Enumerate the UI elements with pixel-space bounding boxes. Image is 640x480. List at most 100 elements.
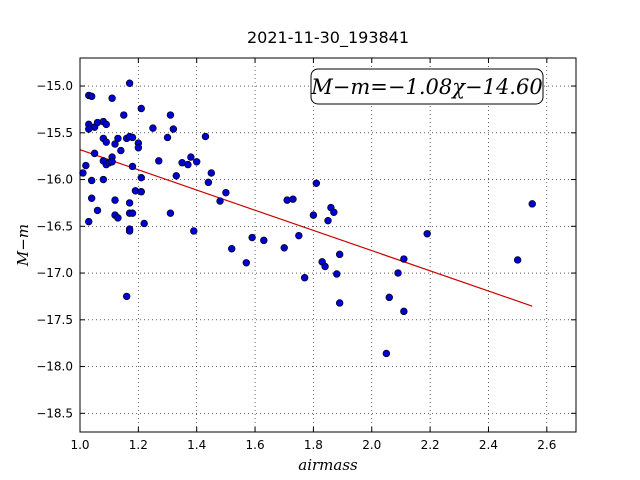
y-tick-label: −18.5 (36, 406, 73, 420)
data-point (87, 176, 96, 185)
plot-area (80, 58, 576, 432)
data-point (128, 209, 137, 217)
y-axis-label: M−m (14, 224, 32, 267)
data-point (140, 219, 148, 228)
data-point (330, 208, 338, 216)
annotation-box (310, 68, 544, 105)
data-point (117, 146, 125, 155)
data-point (184, 160, 192, 169)
data-point (172, 172, 180, 180)
data-point (335, 250, 344, 259)
data-point (385, 293, 393, 302)
data-point (324, 216, 332, 225)
data-point (528, 200, 536, 208)
chart-title: 2021-11-30_193841 (247, 28, 409, 48)
data-point (335, 299, 344, 307)
data-point (295, 231, 303, 240)
data-point (87, 92, 96, 101)
data-point (128, 133, 137, 142)
data-point (166, 111, 175, 119)
x-tick-label: 1.8 (304, 438, 323, 452)
plot-frame (79, 57, 577, 433)
data-point (207, 169, 215, 177)
y-tick-label: −16.0 (36, 173, 73, 187)
data-point (82, 161, 90, 170)
x-tick-label: 2.0 (362, 438, 381, 452)
x-tick-label: 2.2 (421, 438, 440, 452)
y-tick-label: −17.5 (36, 313, 73, 327)
y-tick-label: −15.5 (36, 126, 73, 140)
y-ticks: −15.0 −15.5 −16.0 −16.5 −17.0 −17.5 −18.0 −18.5 (36, 79, 576, 420)
data-point (155, 157, 163, 165)
annotation-text: M−m=−1.08χ−14.60 (310, 75, 542, 99)
x-axis-label: airmass (298, 456, 358, 474)
data-point (222, 188, 230, 197)
fit-layer (79, 149, 533, 307)
data-point (149, 124, 157, 132)
y-tick-label: −16.5 (36, 219, 73, 233)
data-point (134, 144, 143, 152)
data-point (187, 153, 195, 161)
fit-annotation: M−m=−1.08χ−14.60 (310, 68, 544, 105)
data-point (280, 244, 288, 252)
x-tick-label: 2.4 (479, 438, 498, 452)
data-point (382, 349, 391, 358)
data-point (90, 149, 99, 158)
data-point (114, 214, 122, 222)
data-point (242, 259, 251, 267)
data-point (128, 162, 137, 171)
data-point (111, 196, 119, 204)
data-point (87, 194, 96, 202)
data-point (85, 125, 93, 133)
fit-line (79, 149, 533, 307)
data-point (79, 169, 87, 177)
data-point (309, 211, 318, 219)
data-points (79, 79, 536, 358)
y-tick-label: −15.0 (36, 79, 73, 93)
data-point (166, 209, 175, 217)
data-point (216, 197, 224, 205)
data-point (114, 134, 122, 143)
data-point (125, 79, 134, 87)
data-point (400, 255, 408, 263)
data-point (169, 125, 178, 133)
x-tick-label: 1.0 (70, 438, 89, 452)
data-point (85, 217, 93, 226)
data-point (513, 256, 522, 264)
data-point (108, 158, 116, 166)
data-point (394, 269, 402, 277)
data-point (312, 179, 321, 187)
data-point (201, 132, 210, 141)
data-point (400, 307, 408, 316)
y-tick-label: −18.0 (36, 360, 73, 374)
data-point (163, 133, 172, 142)
data-point (137, 173, 145, 182)
data-point (99, 175, 108, 184)
data-point (102, 120, 110, 129)
data-point (423, 230, 431, 238)
data-point (122, 292, 131, 301)
x-tick-label: 2.6 (537, 438, 556, 452)
x-tick-label: 1.6 (246, 438, 265, 452)
x-tick-label: 1.4 (187, 438, 206, 452)
data-point (137, 188, 145, 196)
data-point (93, 206, 102, 215)
data-point (248, 233, 256, 242)
data-point (125, 227, 134, 235)
data-point (289, 195, 297, 203)
data-point (102, 138, 110, 146)
data-point (260, 236, 268, 245)
data-point (204, 178, 213, 187)
data-point (108, 94, 116, 102)
data-point (300, 274, 309, 282)
x-ticks: 1.0 1.2 1.4 1.6 1.8 2.0 2.2 2.4 2.6 (70, 58, 556, 452)
data-point (125, 199, 134, 207)
data-point (137, 104, 145, 113)
data-point (120, 111, 128, 119)
data-point (190, 227, 198, 235)
data-point (333, 270, 341, 278)
data-point (228, 245, 236, 253)
x-tick-label: 1.2 (129, 438, 148, 452)
y-tick-label: −17.0 (36, 266, 73, 280)
